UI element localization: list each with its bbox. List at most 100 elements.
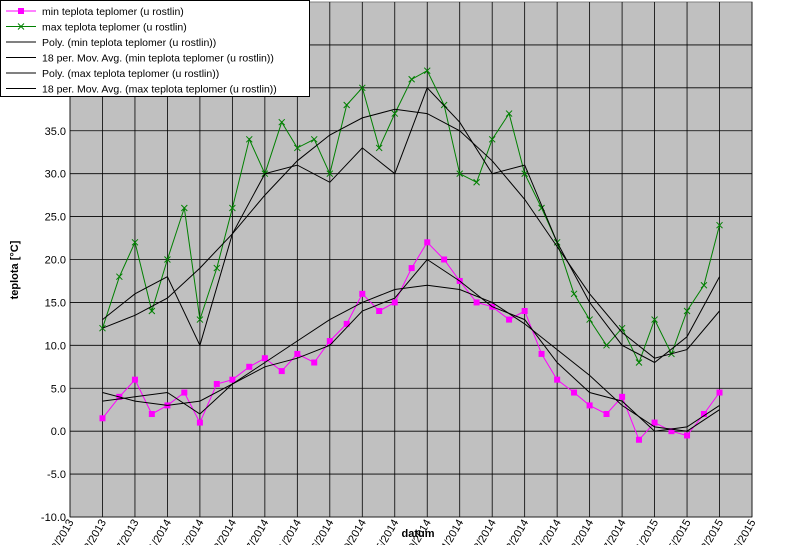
data-point bbox=[294, 350, 301, 357]
y-tick-label: 30.0 bbox=[45, 169, 66, 181]
legend: min teplota teplomer (u rostlin) max tepl… bbox=[0, 0, 310, 97]
data-point bbox=[181, 389, 188, 396]
data-point bbox=[131, 238, 139, 246]
data-point bbox=[391, 110, 399, 117]
series-2 bbox=[102, 284, 720, 432]
data-point bbox=[99, 324, 106, 332]
data-point bbox=[700, 281, 708, 289]
series-line bbox=[102, 86, 720, 364]
data-point bbox=[716, 221, 723, 229]
data-point bbox=[343, 320, 350, 327]
data-point bbox=[164, 256, 171, 263]
data-point bbox=[310, 135, 318, 143]
y-tick-label: 0.0 bbox=[51, 426, 66, 438]
data-point bbox=[506, 316, 513, 323]
data-point bbox=[716, 389, 723, 396]
data-point bbox=[358, 84, 366, 92]
data-point bbox=[246, 363, 253, 370]
data-point bbox=[586, 402, 593, 409]
data-point bbox=[505, 110, 513, 117]
data-point bbox=[603, 411, 610, 417]
data-point bbox=[521, 170, 529, 178]
data-point bbox=[326, 170, 334, 178]
legend-label: max teplota teplomer (u rostlin) bbox=[42, 22, 187, 34]
data-point bbox=[538, 350, 545, 357]
data-point bbox=[408, 265, 415, 272]
legend-label: Poly. (max teplota teplomer (u rostlin)) bbox=[42, 68, 219, 80]
data-point bbox=[635, 436, 642, 443]
data-point bbox=[278, 368, 285, 375]
y-tick-label: -10.0 bbox=[41, 512, 66, 524]
data-point bbox=[456, 170, 464, 178]
data-point bbox=[635, 359, 643, 366]
series-4 bbox=[102, 108, 720, 359]
series-line bbox=[102, 284, 720, 432]
series-layer bbox=[99, 67, 723, 443]
data-point bbox=[148, 307, 156, 315]
data-point bbox=[245, 135, 253, 143]
legend-box bbox=[0, 0, 310, 97]
series-1 bbox=[99, 67, 723, 366]
data-point bbox=[570, 290, 578, 298]
data-point bbox=[441, 256, 448, 263]
data-point bbox=[99, 415, 106, 422]
legend-marker bbox=[17, 23, 25, 30]
data-point bbox=[261, 355, 268, 362]
data-point bbox=[311, 359, 318, 366]
y-tick-label: 10.0 bbox=[45, 340, 66, 352]
data-point bbox=[180, 204, 188, 212]
y-tick-label: 5.0 bbox=[51, 383, 66, 395]
data-point bbox=[700, 411, 707, 417]
data-point bbox=[651, 316, 658, 323]
data-point bbox=[651, 419, 658, 426]
data-point bbox=[359, 290, 366, 297]
legend-marker bbox=[18, 8, 24, 14]
data-point bbox=[293, 144, 301, 152]
y-tick-label: 15.0 bbox=[45, 297, 66, 309]
x-axis-title: datum bbox=[402, 528, 435, 540]
y-tick-label: 35.0 bbox=[45, 126, 66, 138]
data-point bbox=[586, 316, 593, 323]
y-tick-label: 20.0 bbox=[45, 255, 66, 267]
legend-label: 18 per. Mov. Avg. (max teplota teplomer … bbox=[42, 84, 277, 96]
data-point bbox=[213, 380, 220, 387]
data-point bbox=[571, 389, 578, 396]
data-point bbox=[488, 135, 496, 143]
data-point bbox=[668, 428, 675, 435]
series-line bbox=[102, 258, 720, 432]
data-point bbox=[603, 341, 610, 349]
data-point bbox=[343, 101, 351, 109]
data-point bbox=[391, 299, 398, 306]
data-point bbox=[229, 376, 236, 383]
data-point bbox=[684, 432, 691, 439]
data-point bbox=[326, 338, 333, 345]
data-point bbox=[131, 376, 138, 383]
y-tick-label: -5.0 bbox=[47, 469, 66, 481]
legend-label: Poly. (min teplota teplomer (u rostlin)) bbox=[42, 37, 216, 49]
data-point bbox=[473, 299, 480, 306]
data-point bbox=[683, 307, 691, 315]
data-point bbox=[473, 178, 480, 186]
legend-label: min teplota teplomer (u rostlin) bbox=[42, 6, 184, 18]
data-point bbox=[619, 393, 626, 400]
data-point bbox=[116, 273, 123, 281]
series-line bbox=[102, 108, 720, 359]
data-point bbox=[213, 264, 221, 272]
data-point bbox=[408, 75, 416, 83]
data-point bbox=[148, 411, 155, 417]
data-point bbox=[423, 67, 431, 75]
data-point bbox=[521, 308, 528, 314]
data-point bbox=[196, 316, 204, 323]
data-point bbox=[376, 308, 383, 314]
legend-label: 18 per. Mov. Avg. (min teplota teplomer … bbox=[42, 53, 274, 65]
y-tick-label: 25.0 bbox=[45, 212, 66, 224]
data-point bbox=[196, 419, 203, 426]
y-axis-ticks: -10.0-5.00.05.010.015.020.025.030.035.04… bbox=[41, 40, 66, 524]
data-point bbox=[229, 204, 236, 212]
series-5 bbox=[102, 86, 720, 364]
series-3 bbox=[102, 258, 720, 432]
data-point bbox=[554, 376, 561, 383]
y-axis-title: teplota [°C] bbox=[9, 240, 21, 299]
data-point bbox=[424, 239, 431, 246]
